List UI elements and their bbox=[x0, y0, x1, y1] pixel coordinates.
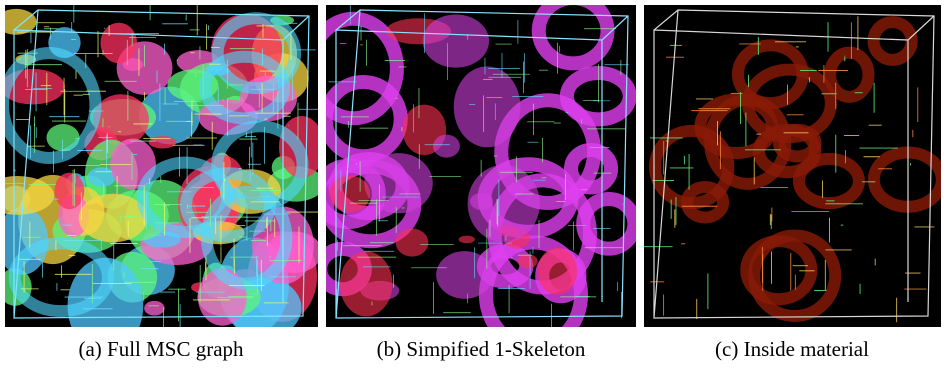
blob bbox=[100, 23, 137, 64]
page: {"figure": {"panels": [ {"caption": "(a)… bbox=[0, 0, 946, 370]
caption: (a) Full MSC graph bbox=[78, 337, 244, 361]
blob bbox=[149, 136, 177, 149]
blob bbox=[54, 173, 84, 210]
blob bbox=[396, 229, 429, 257]
blob bbox=[436, 251, 493, 299]
blob bbox=[340, 251, 393, 316]
figure: (a) Full MSC graph (b) Simpified 1-Skele… bbox=[0, 0, 946, 370]
blob bbox=[144, 301, 165, 316]
blob bbox=[433, 135, 460, 158]
blob bbox=[459, 236, 475, 244]
blob bbox=[537, 248, 577, 295]
caption: (c) Inside material bbox=[715, 337, 869, 361]
blob bbox=[423, 14, 489, 67]
blob bbox=[518, 254, 538, 268]
blob bbox=[454, 66, 521, 147]
blob bbox=[364, 153, 432, 213]
blob bbox=[468, 165, 540, 242]
caption: (b) Simpified 1-Skeleton bbox=[377, 337, 586, 361]
